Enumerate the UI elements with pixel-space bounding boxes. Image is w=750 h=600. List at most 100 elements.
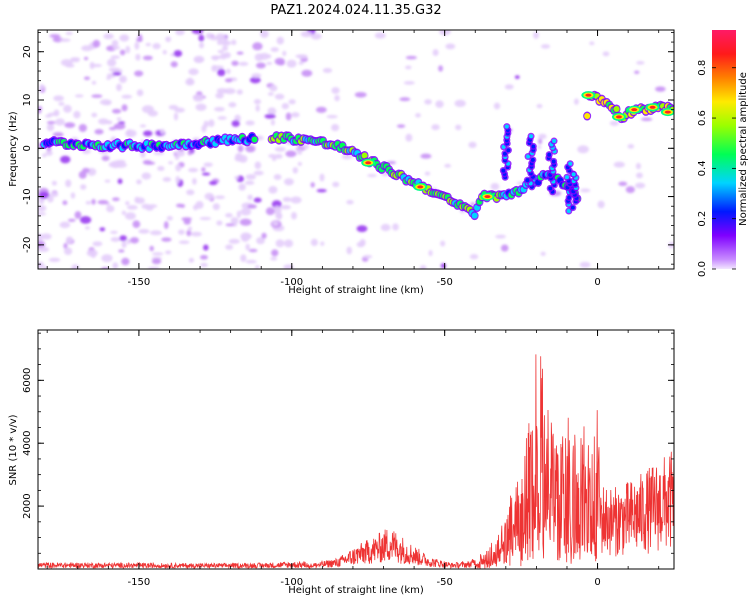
noise-blob (284, 178, 294, 186)
noise-blob (62, 200, 68, 206)
noise-blob (81, 45, 93, 52)
streak-core (566, 209, 571, 214)
noise-blob (110, 230, 118, 234)
noise-blob (45, 150, 53, 156)
noise-blob (59, 38, 71, 42)
peak-core (631, 108, 638, 112)
noise-blob (134, 70, 144, 77)
streak-core (568, 161, 573, 166)
noise-blob (65, 31, 73, 36)
y-tick-label: -20 (22, 237, 33, 253)
streak-core (501, 144, 506, 149)
noise-blob (238, 183, 246, 191)
noise-blob (59, 221, 71, 229)
noise-blob (247, 204, 257, 209)
noise-blob (247, 194, 253, 201)
noise-blob (577, 145, 589, 154)
noise-blob (282, 197, 292, 202)
noise-blob (270, 119, 275, 126)
noise-blob (264, 113, 276, 119)
noise-blob (274, 57, 285, 66)
colorbar: 0.0 0.2 0.4 0.6 0.8 Normalized spectral ampl… (697, 30, 749, 277)
streak-core (548, 186, 553, 191)
y-tick-label: 10 (22, 94, 33, 107)
peak-core (615, 115, 622, 119)
noise-blob (346, 199, 354, 205)
noise-blob (175, 30, 185, 36)
noise-blob (220, 53, 227, 60)
colorbar-ticks: 0.0 0.2 0.4 0.6 0.8 (697, 60, 736, 277)
noise-blob (240, 254, 247, 262)
noise-blob (112, 71, 122, 76)
snr-x-axis-label: Height of straight line (km) (288, 585, 424, 596)
noise-blob (168, 161, 173, 165)
colorbar-tick-label: 0.0 (697, 261, 708, 277)
noise-blob (245, 174, 257, 180)
noise-blob (341, 154, 353, 160)
noise-blob (151, 258, 162, 265)
noise-blob (83, 56, 89, 61)
noise-blob (192, 94, 204, 102)
noise-blob (84, 226, 90, 230)
noise-blob (119, 235, 127, 242)
noise-blob (290, 211, 297, 220)
noise-blob (255, 104, 260, 112)
streak-core (547, 152, 552, 157)
noise-blob (240, 207, 252, 216)
noise-blob (420, 153, 432, 159)
noise-blob (162, 49, 167, 55)
noise-blob (192, 178, 197, 185)
noise-blob (625, 186, 635, 194)
noise-blob (275, 212, 283, 220)
streak-core (551, 159, 556, 164)
noise-blob (618, 181, 628, 186)
noise-blob (320, 241, 325, 246)
noise-blob (190, 231, 202, 237)
noise-blob (38, 212, 47, 216)
noise-blob (533, 31, 539, 39)
noise-blob (46, 123, 55, 132)
noise-blob (187, 77, 193, 86)
noise-blob (428, 249, 433, 257)
noise-blob (267, 107, 277, 116)
noise-blob (315, 106, 327, 113)
noise-blob (268, 186, 278, 194)
noise-blob (198, 34, 205, 42)
noise-blob (310, 238, 318, 247)
ridge-cell (584, 113, 591, 120)
noise-blob (82, 167, 90, 173)
noise-blob (255, 62, 266, 69)
noise-blob (112, 197, 120, 202)
noise-blob (245, 259, 257, 264)
noise-blob (230, 217, 239, 225)
noise-blob (245, 243, 250, 251)
peak-core (417, 185, 424, 189)
noise-blob (112, 45, 121, 50)
streak-core (565, 175, 570, 180)
x-tick-label: -50 (437, 277, 453, 288)
colorbar-tick-label: 0.6 (697, 110, 708, 126)
noise-blob (142, 55, 153, 61)
noise-blob (161, 237, 172, 242)
noise-blob (228, 238, 240, 244)
noise-blob (188, 257, 195, 263)
snr-series-line (38, 354, 674, 569)
noise-blob (405, 55, 418, 60)
noise-blob (297, 161, 302, 166)
noise-blob (270, 256, 278, 261)
noise-blob (454, 99, 466, 108)
noise-blob (65, 179, 72, 188)
noise-blob (91, 112, 98, 118)
x-tick-label: 0 (594, 277, 600, 288)
noise-blob (215, 92, 224, 99)
spectrogram-x-axis-label: Height of straight line (km) (288, 285, 424, 296)
noise-blob (79, 216, 92, 224)
noise-blob (126, 205, 138, 210)
noise-blob (602, 51, 610, 57)
noise-blob (50, 191, 59, 198)
noise-blob (80, 184, 87, 190)
noise-blob (98, 118, 109, 125)
noise-blob (270, 47, 279, 52)
noise-blob (121, 240, 127, 249)
noise-blob (63, 243, 68, 249)
